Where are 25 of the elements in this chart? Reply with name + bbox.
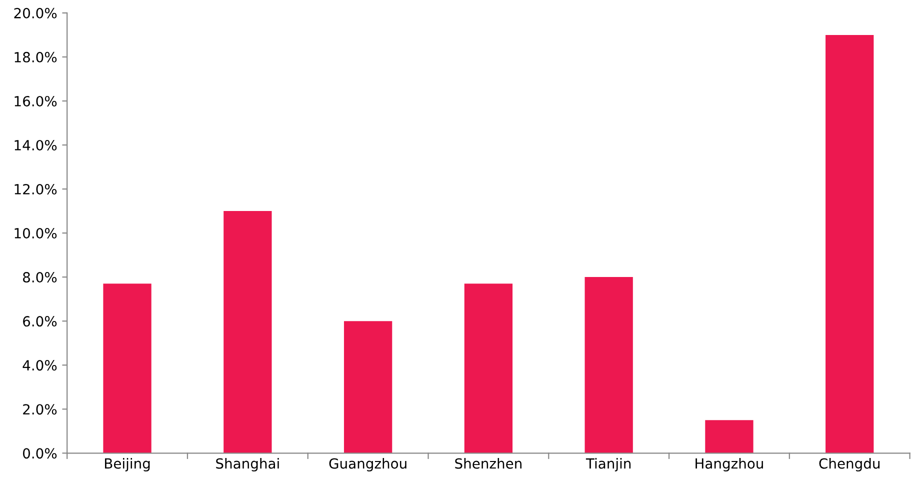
y-tick-label: 6.0% (23, 316, 57, 327)
y-tick-label: 2.0% (23, 404, 57, 415)
y-tick-label: 20.0% (14, 8, 57, 18)
y-tick-label: 18.0% (14, 52, 57, 62)
bar (344, 321, 392, 454)
bar (826, 34, 874, 454)
x-tick-label: Tianjin (586, 458, 631, 472)
y-tick-label: 12.0% (14, 184, 57, 194)
bar (584, 277, 633, 454)
x-tick-label: Chengdu (819, 458, 880, 472)
x-tick-label: Hangzhou (696, 458, 763, 472)
y-tick-label: 0.0% (22, 448, 57, 459)
bar (705, 420, 754, 454)
y-tick-label: 10.0% (14, 228, 57, 239)
x-tick-label: Shanghai (216, 458, 279, 472)
y-tick-label: 14.0% (14, 140, 57, 150)
bar (464, 284, 513, 454)
x-tick-label: Shenzhen (455, 458, 522, 469)
x-tick-label: Guangzhou (329, 458, 406, 472)
bar (103, 284, 152, 454)
x-tick-label: Beijing (105, 458, 150, 472)
bar (224, 211, 272, 454)
y-tick-label: 16.0% (14, 96, 57, 106)
y-tick-label: 4.0% (22, 360, 57, 371)
y-tick-label: 8.0% (23, 272, 57, 283)
